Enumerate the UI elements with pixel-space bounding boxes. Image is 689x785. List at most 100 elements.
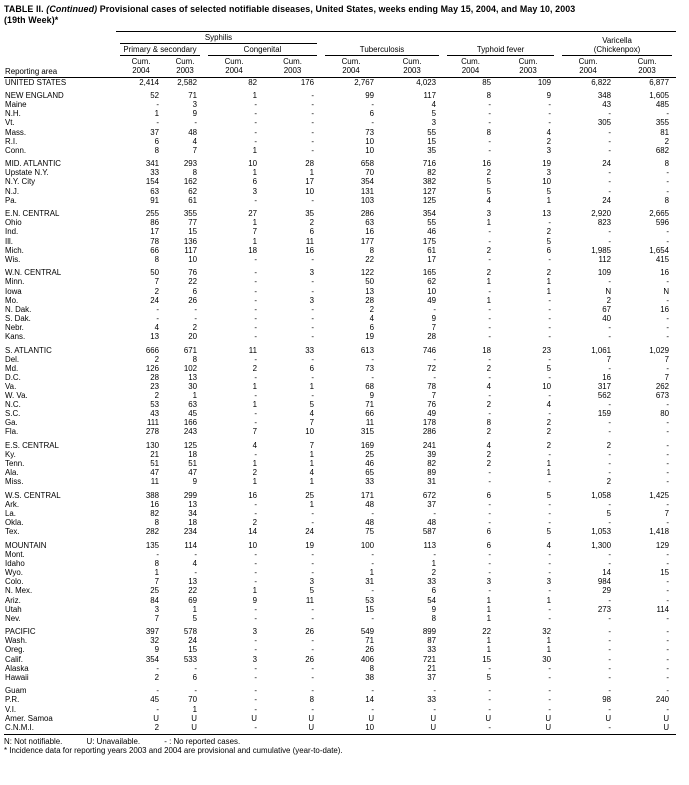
value-cell: 3 — [252, 654, 257, 664]
value-cell: 278 — [145, 427, 159, 437]
value-cell: - — [311, 645, 315, 655]
value-cell: - — [548, 254, 552, 264]
value-cell: 102 — [183, 363, 197, 373]
reporting-area-cell: Ariz. — [5, 595, 21, 605]
value-cell: 39 — [427, 450, 437, 460]
value-cell: 2 — [192, 322, 197, 332]
value-cell: - — [156, 686, 159, 696]
value-cell: 2 — [154, 391, 159, 401]
value-cell: 53 — [365, 595, 375, 605]
value-cell: 8 — [192, 354, 197, 364]
value-cell: 166 — [183, 418, 197, 428]
table-row: Ky. 21 18 - 1 25 39 2 - - - — [4, 450, 676, 459]
value-cell: 1 — [252, 218, 257, 228]
value-cell: - — [548, 100, 552, 110]
value-cell: 8 — [369, 663, 375, 673]
value-cell: 16 — [482, 159, 492, 169]
value-cell: - — [666, 277, 670, 287]
value-cell: 2,414 — [139, 77, 159, 87]
value-cell: 14 — [602, 568, 612, 578]
value-cell: - — [254, 372, 257, 382]
value-cell: - — [156, 100, 159, 110]
value-cell: 25 — [150, 586, 159, 596]
value-cell: 73 — [365, 127, 375, 137]
value-cell: 2 — [486, 427, 492, 437]
value-cell: 2 — [546, 441, 552, 450]
value-cell: 125 — [422, 195, 437, 205]
col-header-cum-6: Cum. 2003 — [381, 56, 444, 78]
value-cell: - — [666, 313, 670, 323]
value-cell: - — [311, 254, 315, 264]
value-cell: 4 — [309, 409, 315, 419]
value-cell: - — [488, 227, 492, 237]
table-row: Del. 2 8 - - - - - - 7 7 — [4, 355, 676, 364]
value-cell: - — [254, 686, 257, 696]
value-cell: 282 — [145, 527, 159, 537]
footnote-unavailable: U: Unavailable. — [86, 736, 141, 746]
value-cell: 240 — [655, 695, 670, 705]
reporting-area-cell: Calif. — [5, 654, 23, 664]
value-cell: 2 — [154, 286, 159, 296]
value-cell: 62 — [188, 186, 197, 196]
value-cell: - — [488, 100, 492, 110]
value-cell: 33 — [427, 695, 437, 705]
value-cell: 3 — [546, 145, 552, 155]
value-cell: 2 — [369, 304, 375, 314]
value-cell: U — [308, 713, 315, 723]
reporting-area-cell: UNITED STATES — [5, 77, 67, 87]
value-cell: - — [254, 254, 257, 264]
value-cell: 82 — [427, 168, 437, 178]
table-row: Kans. 13 20 - - 19 28 - - - - — [4, 332, 676, 341]
value-cell: - — [608, 468, 612, 478]
value-cell: 33 — [427, 645, 437, 655]
value-cell: - — [666, 168, 670, 178]
value-cell: 1 — [309, 168, 315, 178]
value-cell: - — [488, 477, 492, 487]
value-cell: - — [548, 568, 552, 578]
value-cell: 35 — [305, 209, 315, 219]
value-cell: 596 — [655, 218, 670, 228]
value-cell: 61 — [427, 245, 437, 255]
value-cell: - — [433, 686, 437, 696]
table-row: Miss. 11 9 1 1 33 31- -2- — [4, 477, 676, 486]
value-cell: 4 — [546, 400, 552, 410]
reporting-area-cell: Md. — [5, 363, 19, 373]
value-cell: - — [311, 704, 315, 714]
value-cell: 19 — [365, 331, 375, 341]
value-cell: - — [548, 313, 552, 323]
value-cell: 81 — [660, 127, 670, 137]
value-cell: 7 — [154, 277, 159, 287]
reporting-area-cell: Mo. — [5, 295, 19, 305]
col-subgroup-primary-secondary: Primary & secondary — [116, 44, 204, 57]
value-cell: 100 — [360, 540, 375, 550]
value-cell: - — [371, 704, 375, 714]
value-cell: 3 — [309, 268, 315, 278]
value-cell: - — [548, 559, 552, 569]
value-cell: - — [156, 313, 159, 323]
value-cell: 3 — [252, 627, 257, 637]
value-cell: 18 — [188, 518, 197, 528]
value-cell: - — [488, 550, 492, 560]
value-cell: - — [488, 254, 492, 264]
value-cell: 1 — [192, 391, 197, 401]
value-cell: - — [666, 418, 670, 428]
value-cell: 15 — [427, 136, 437, 146]
value-cell: 1 — [154, 568, 159, 578]
reporting-area-cell: Ga. — [5, 418, 18, 428]
value-cell: 23 — [150, 381, 159, 391]
value-cell: 51 — [150, 459, 159, 469]
value-cell: 1 — [309, 450, 315, 460]
table-row: MID. ATLANTIC 341 293 10 28 658 716 16 19 24 8 — [4, 155, 676, 169]
value-cell: 30 — [542, 654, 552, 664]
table-row: W.S. CENTRAL 388 299 16 25 171 672 6 5 1,058 1,425 — [4, 486, 676, 500]
reporting-area-cell: Wyo. — [5, 568, 23, 578]
value-cell: - — [666, 645, 670, 655]
value-cell: 6 — [546, 245, 552, 255]
table-row: Alaska - - - - 8 21 - - - - — [4, 664, 676, 673]
value-cell: - — [666, 627, 670, 637]
value-cell: - — [608, 663, 612, 673]
value-cell: - — [666, 577, 670, 587]
value-cell: 8 — [154, 518, 159, 528]
value-cell: 578 — [183, 627, 197, 637]
value-cell: 1 — [252, 91, 257, 101]
